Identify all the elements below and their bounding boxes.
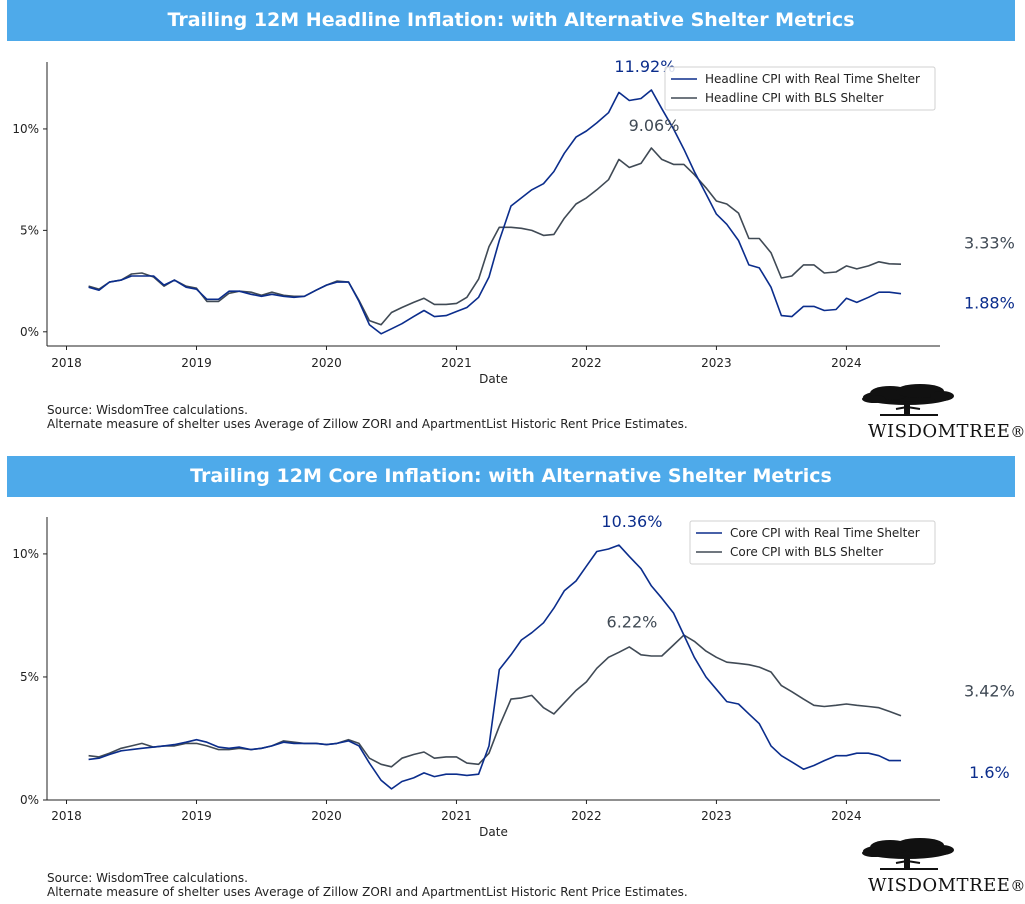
logo-mark: ® (1010, 877, 1025, 895)
value-annotation: 3.33% (964, 234, 1015, 253)
x-tick-label: 2021 (441, 809, 472, 823)
core-inflation-chart: 0% 5% 10% 2018 2019 2020 2021 2022 2023 2024 Date 1… (12, 512, 1015, 839)
x-axis-label: Date (479, 825, 508, 839)
value-annotation: 9.06% (629, 116, 680, 135)
value-annotation: 10.36% (601, 512, 662, 531)
legend-label: Headline CPI with Real Time Shelter (705, 72, 920, 86)
series-line-1 (88, 634, 902, 768)
x-tick-label: 2020 (311, 809, 342, 823)
y-tick-label: 10% (12, 547, 39, 561)
x-tick-label: 2023 (701, 809, 732, 823)
x-tick-label: 2022 (571, 809, 602, 823)
x-tick-label: 2018 (51, 356, 82, 370)
y-tick-label: 10% (12, 122, 39, 136)
x-tick-label: 2019 (181, 356, 212, 370)
tree-icon (862, 384, 954, 416)
footnote-method: Alternate measure of shelter uses Averag… (47, 885, 688, 899)
footnote-source: Source: WisdomTree calculations. (47, 403, 248, 417)
legend-box (689, 520, 936, 565)
wisdomtree-wordmark: WISDOMTREE® (868, 421, 1025, 442)
footnote-method: Alternate measure of shelter uses Averag… (47, 417, 688, 431)
series-line-1 (88, 147, 902, 326)
header-banner-headline: Trailing 12M Headline Inflation: with Al… (7, 0, 1015, 41)
x-tick-label: 2018 (51, 809, 82, 823)
headline-inflation-chart: 0% 5% 10% 2018 2019 2020 2021 2022 2023 2024 Date 1… (12, 57, 1015, 386)
wisdomtree-logo: WISDOMTREE® (860, 383, 1025, 443)
header-banner-core: Trailing 12M Core Inflation: with Altern… (7, 456, 1015, 497)
value-annotation: 11.92% (614, 57, 675, 76)
legend-label: Headline CPI with BLS Shelter (705, 91, 883, 105)
footnote-core: Source: WisdomTree calculations. Alterna… (47, 871, 688, 899)
x-tick-label: 2024 (831, 809, 862, 823)
x-tick-label: 2024 (831, 356, 862, 370)
logo-mark: ® (1010, 423, 1025, 441)
x-tick-label: 2020 (311, 356, 342, 370)
value-annotation: 1.6% (969, 763, 1010, 782)
y-tick-label: 0% (20, 793, 39, 807)
value-annotation: 6.22% (607, 613, 658, 632)
logo-text: WISDOMTREE (868, 875, 1011, 896)
footnote-headline: Source: WisdomTree calculations. Alterna… (47, 403, 688, 431)
logo-text: WISDOMTREE (868, 421, 1011, 442)
y-tick-label: 5% (20, 670, 39, 684)
value-annotation: 1.88% (964, 293, 1015, 312)
x-tick-label: 2022 (571, 356, 602, 370)
value-annotation: 3.42% (964, 682, 1015, 701)
tree-icon (862, 838, 954, 870)
x-tick-label: 2019 (181, 809, 212, 823)
legend-box (664, 66, 936, 111)
y-tick-label: 5% (20, 223, 39, 237)
wisdomtree-logo: WISDOMTREE® (860, 837, 1025, 897)
x-tick-label: 2021 (441, 356, 472, 370)
series-line-0 (88, 544, 901, 790)
x-axis-label: Date (479, 372, 508, 386)
x-tick-label: 2023 (701, 356, 732, 370)
wisdomtree-wordmark: WISDOMTREE® (868, 875, 1025, 896)
y-tick-label: 0% (20, 325, 39, 339)
legend-label: Core CPI with BLS Shelter (730, 545, 883, 559)
footnote-source: Source: WisdomTree calculations. (47, 871, 248, 885)
legend-label: Core CPI with Real Time Shelter (730, 526, 920, 540)
series-line-0 (88, 89, 902, 335)
